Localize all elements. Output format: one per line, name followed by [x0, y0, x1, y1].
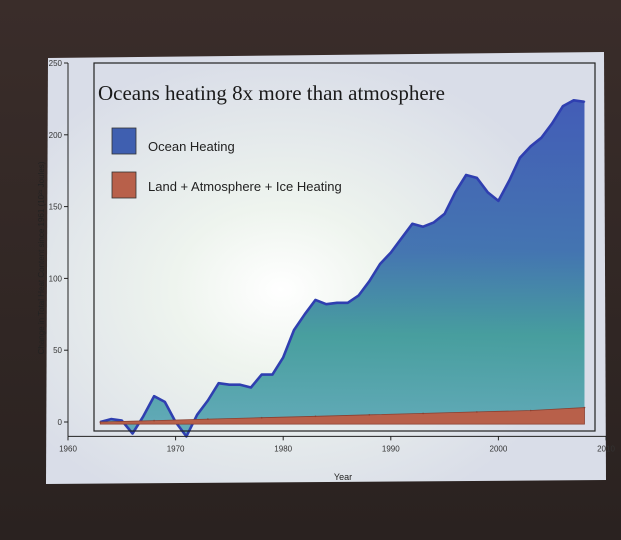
x-tick-label: 1960 [59, 444, 77, 453]
y-axis-label: Change in Total Heat Content since 1961 … [37, 161, 46, 354]
ocean-point [131, 432, 134, 435]
y-tick-label: 0 [58, 418, 63, 427]
land-point [99, 421, 102, 423]
ocean-point [357, 294, 360, 297]
ocean-point [465, 174, 467, 176]
ocean-point [443, 213, 446, 215]
legend-label-land: Land + Atmosphere + Ice Heating [148, 179, 342, 194]
y-tick-label: 100 [49, 274, 63, 283]
ocean-point [110, 418, 112, 420]
legend-swatch-land [111, 171, 137, 199]
y-tick-label: 250 [49, 59, 63, 68]
ocean-point [422, 225, 424, 228]
ocean-point [293, 329, 295, 331]
ocean-point [562, 105, 564, 107]
ocean-point [519, 157, 521, 159]
legend-swatch-ocean [111, 127, 137, 155]
ocean-point [217, 382, 220, 385]
ocean-point [476, 177, 478, 179]
land-point [153, 419, 155, 422]
ocean-point [207, 399, 209, 402]
plot-border [93, 62, 596, 432]
y-tick-label: 50 [53, 346, 62, 355]
ocean-point [529, 145, 532, 148]
ocean-point [390, 251, 392, 254]
x-axis-label: Year [334, 472, 352, 482]
ocean-heating-line [99, 99, 585, 438]
ocean-heating-area [100, 100, 585, 437]
ocean-point [379, 263, 381, 265]
ocean-point [433, 221, 435, 224]
ocean-point [551, 122, 553, 125]
ocean-point [282, 356, 285, 359]
legend-label-ocean: Ocean Heating [148, 139, 235, 154]
ocean-point [411, 223, 414, 225]
land-point [314, 415, 317, 418]
chart-title: Oceans heating 8x more than atmosphere [98, 81, 445, 105]
x-tick-label: 1980 [274, 444, 292, 453]
ocean-point [142, 415, 145, 418]
ocean-point [336, 302, 338, 304]
ocean-point [572, 99, 575, 102]
y-tick-label: 150 [49, 203, 63, 212]
land-point [476, 411, 478, 413]
ocean-point [325, 303, 328, 306]
ocean-point [314, 299, 317, 301]
ocean-point [303, 313, 306, 316]
ocean-point [583, 101, 586, 103]
ocean-point [454, 191, 457, 193]
land-point [422, 412, 424, 415]
ocean-point [540, 136, 543, 139]
y-tick-label: 200 [49, 131, 63, 140]
ocean-point [497, 200, 500, 202]
land-point [260, 416, 263, 419]
ocean-point [346, 302, 349, 304]
ocean-point [400, 237, 403, 239]
x-tick-label: 2010 [597, 444, 615, 453]
ocean-point [228, 383, 231, 386]
ocean-point [153, 395, 155, 398]
x-tick-label: 1990 [382, 444, 400, 453]
ocean-point [121, 419, 123, 422]
ocean-point [368, 280, 371, 283]
ocean-point [271, 373, 274, 376]
ocean-point [250, 386, 252, 389]
ocean-point [239, 383, 241, 386]
x-tick-label: 1970 [167, 444, 185, 453]
land-point [207, 418, 209, 420]
ocean-point [196, 414, 198, 416]
land-point [368, 414, 371, 416]
ocean-point [508, 180, 510, 182]
ocean-point [260, 373, 263, 376]
x-tick-label: 2000 [490, 444, 508, 453]
land-point [529, 409, 532, 412]
ocean-point [164, 401, 166, 403]
ocean-point [486, 191, 489, 193]
land-point [583, 406, 586, 409]
